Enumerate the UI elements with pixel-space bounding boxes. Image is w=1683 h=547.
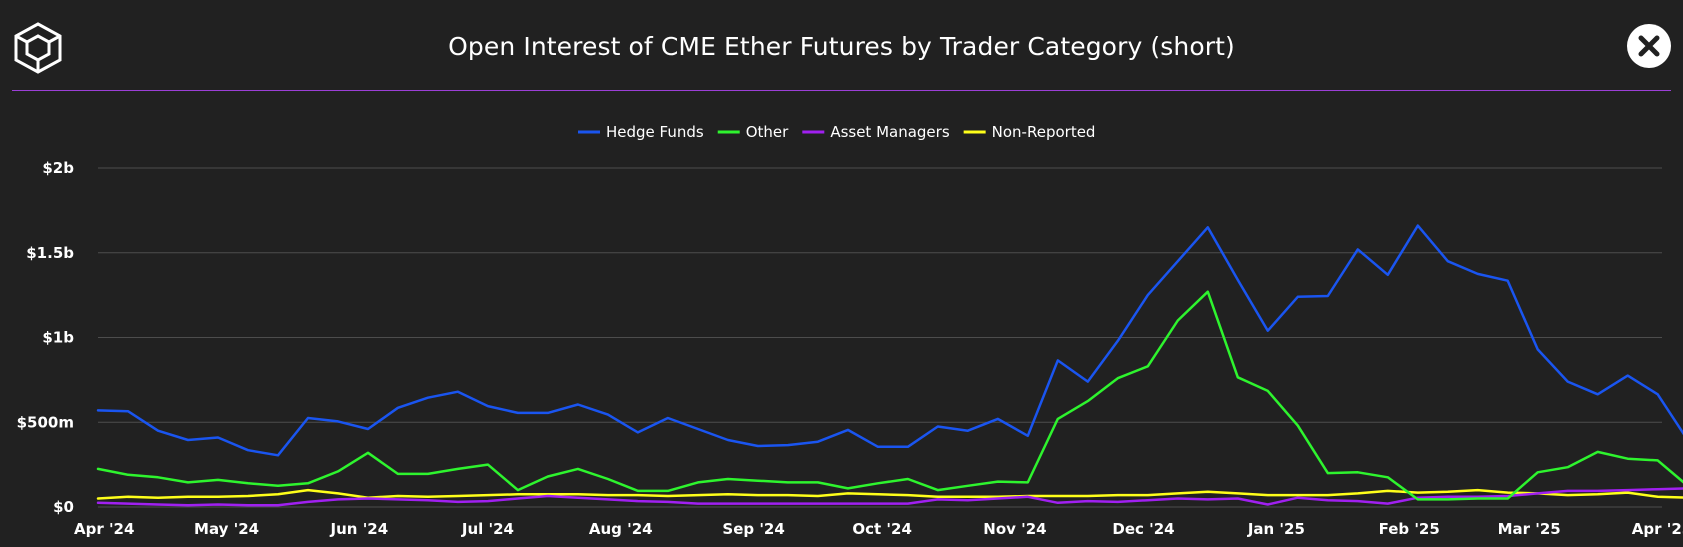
legend-label: Asset Managers [830,123,950,141]
cube-logo-icon [14,22,62,74]
header-divider [12,90,1671,91]
series-line-hedge-funds [96,224,1683,457]
x-tick-label: Dec '24 [1112,520,1174,538]
x-tick-label: Aug '24 [589,520,653,538]
close-button[interactable] [1627,24,1671,68]
chart-title: Open Interest of CME Ether Futures by Tr… [448,32,1235,61]
legend-item-non-reported[interactable]: Non-Reported [963,123,1096,141]
legend-item-hedge-funds[interactable]: Hedge Funds [578,123,704,141]
y-tick-label: $1.5b [26,244,74,262]
legend-item-asset-managers[interactable]: Asset Managers [802,123,950,141]
y-tick-label: $0 [53,498,74,516]
chart-header: Open Interest of CME Ether Futures by Tr… [0,0,1683,92]
x-tick-label: Apr '24 [74,520,134,538]
x-tick-label: Jun '24 [330,520,389,538]
x-tick-label: Sep '24 [722,520,784,538]
series-line-asset-managers [96,487,1683,507]
x-tick-label: Mar '25 [1498,520,1561,538]
x-tick-label: Feb '25 [1379,520,1440,538]
y-tick-label: $1b [42,329,74,347]
y-tick-label: $2b [42,159,74,177]
y-tick-label: $500m [17,413,74,431]
legend-label: Other [746,123,789,141]
x-tick-label: Nov '24 [983,520,1046,538]
x-tick-label: May '24 [194,520,259,538]
legend-item-other[interactable]: Other [717,123,789,141]
close-icon [1638,35,1660,57]
series-line-other [96,290,1683,501]
x-tick-label: Jul '24 [461,520,514,538]
x-tick-label: Oct '24 [852,520,912,538]
legend-label: Hedge Funds [606,123,704,141]
series-line-non-reported [96,488,1683,500]
legend-label: Non-Reported [992,123,1096,141]
x-tick-label: Jan '25 [1247,520,1305,538]
x-tick-label: Apr '25 [1632,520,1683,538]
